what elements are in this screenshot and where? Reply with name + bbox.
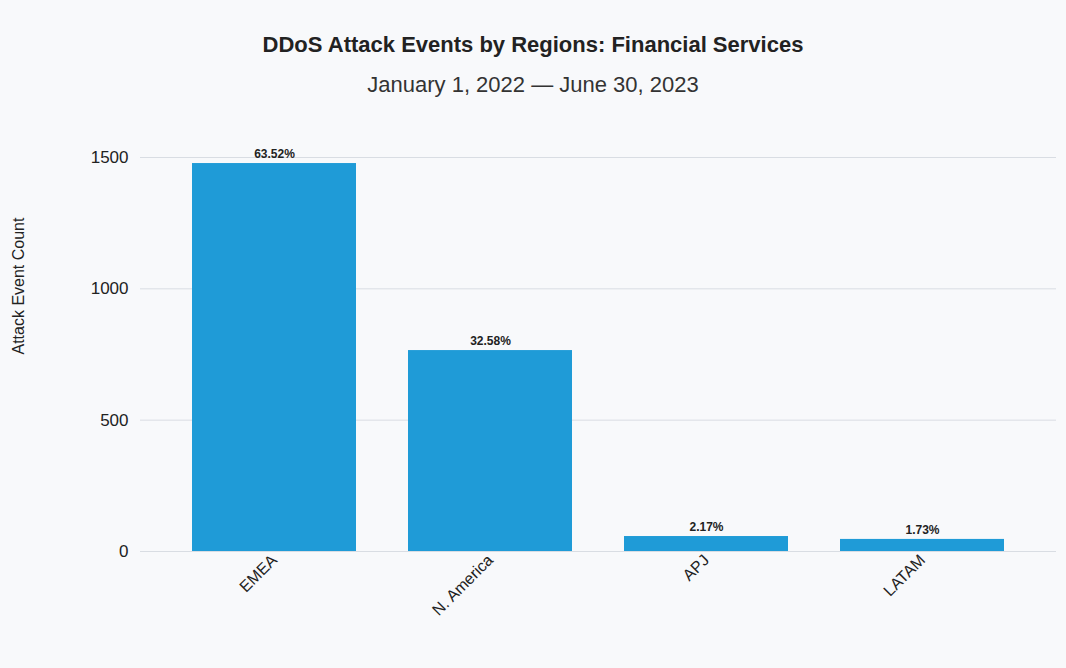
svg-text:N. America: N. America [429, 551, 496, 618]
svg-text:32.58%: 32.58% [470, 334, 511, 348]
svg-text:63.52%: 63.52% [254, 147, 295, 161]
svg-text:LATAM: LATAM [880, 551, 928, 599]
svg-text:APJ: APJ [679, 551, 712, 584]
html-text:DDoS Attack Events by Regions:: DDoS Attack Events by Regions: Financial… [262, 32, 804, 57]
svg-text:2.17%: 2.17% [689, 520, 723, 534]
svg-text:1500: 1500 [91, 148, 129, 167]
svg-text:500: 500 [100, 411, 128, 430]
svg-text:0: 0 [119, 542, 128, 561]
html-text:January 1, 2022 — June 30, 202: January 1, 2022 — June 30, 2023 [367, 72, 699, 97]
svg-text:Attack Event Count: Attack Event Count [10, 217, 27, 355]
svg-text:1.73%: 1.73% [905, 523, 939, 537]
svg-text:1000: 1000 [91, 279, 129, 298]
svg-text:EMEA: EMEA [236, 551, 280, 595]
